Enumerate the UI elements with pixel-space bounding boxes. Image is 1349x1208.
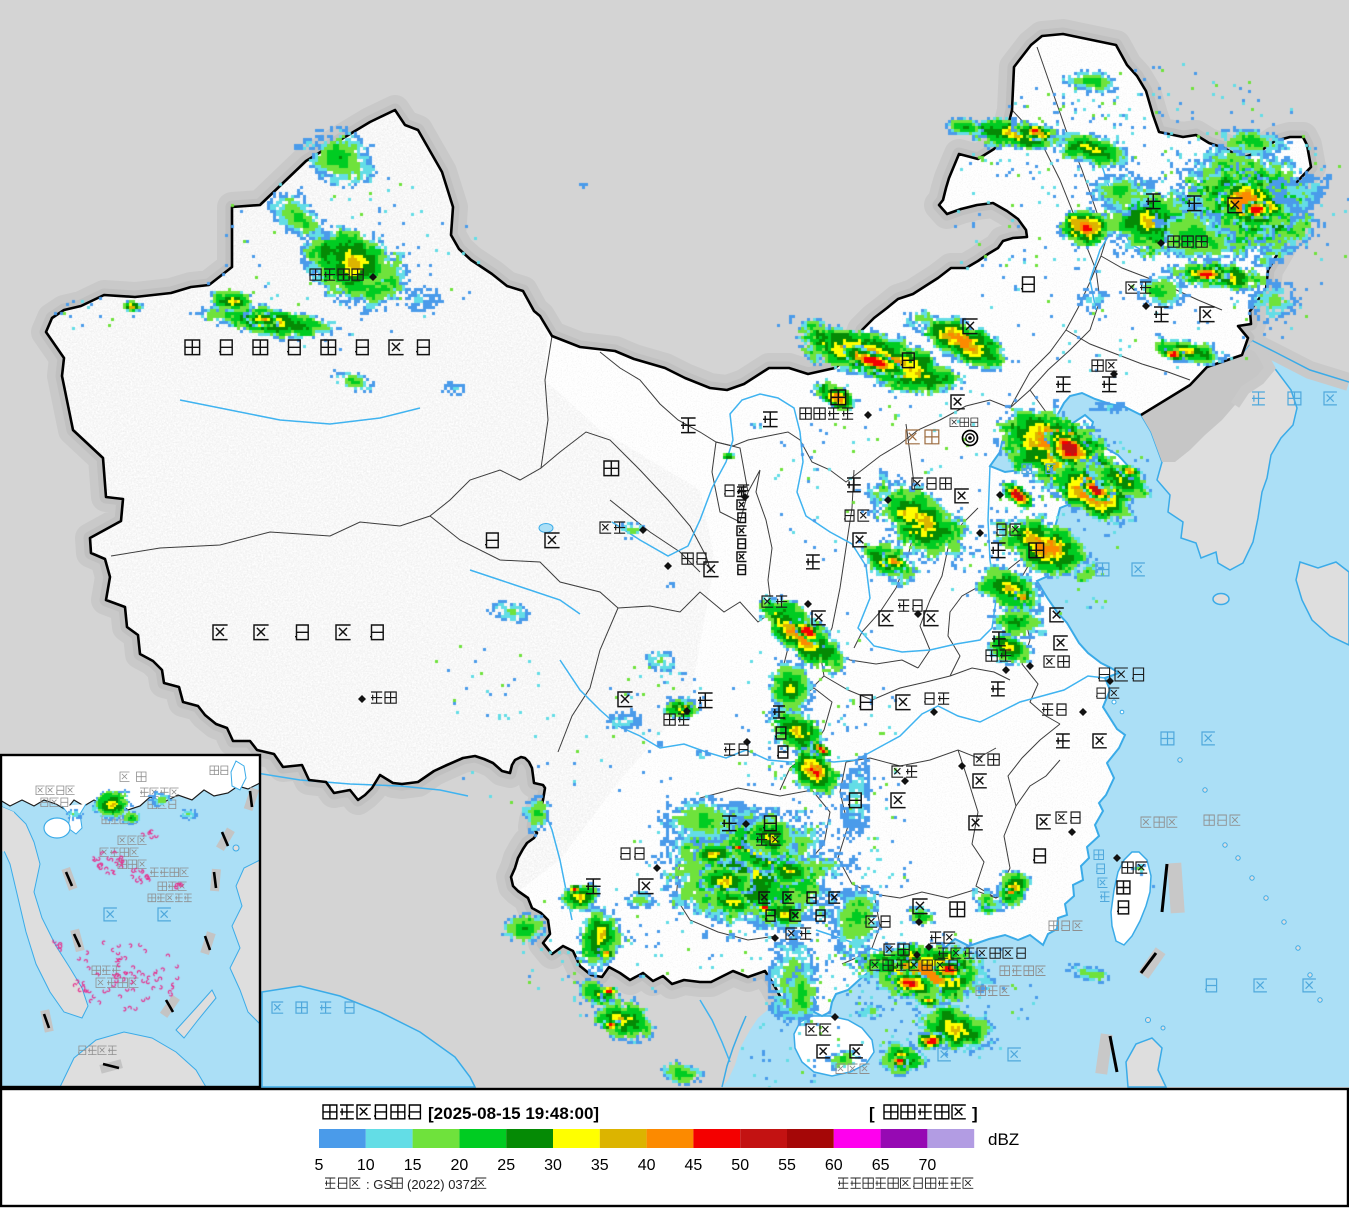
svg-text:20: 20: [451, 1157, 469, 1174]
svg-text:5: 5: [315, 1157, 324, 1174]
svg-text:35: 35: [591, 1157, 609, 1174]
svg-text:70: 70: [919, 1157, 937, 1174]
svg-text:[: [: [869, 1104, 875, 1123]
svg-text:dBZ: dBZ: [988, 1130, 1019, 1149]
svg-text:40: 40: [638, 1157, 656, 1174]
svg-text:50: 50: [731, 1157, 749, 1174]
svg-text:: GS: : GS: [366, 1177, 392, 1192]
svg-text:60: 60: [825, 1157, 843, 1174]
svg-text:(2022) 0372: (2022) 0372: [407, 1177, 477, 1192]
svg-text:15: 15: [404, 1157, 422, 1174]
svg-text:55: 55: [778, 1157, 796, 1174]
svg-text:30: 30: [544, 1157, 562, 1174]
svg-text:45: 45: [685, 1157, 703, 1174]
svg-text:[2025-08-15 19:48:00]: [2025-08-15 19:48:00]: [428, 1104, 599, 1123]
svg-text:]: ]: [972, 1104, 978, 1123]
svg-text:25: 25: [497, 1157, 515, 1174]
svg-text:10: 10: [357, 1157, 375, 1174]
svg-text:65: 65: [872, 1157, 890, 1174]
